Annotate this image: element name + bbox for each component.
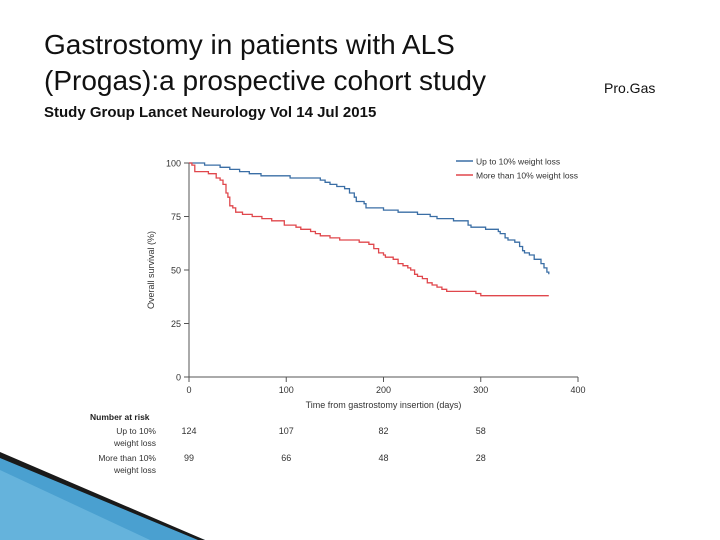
risk-table-header: Number at risk bbox=[90, 412, 150, 422]
risk-row-label-line1: More than 10% bbox=[98, 453, 156, 463]
risk-count: 58 bbox=[476, 426, 486, 436]
risk-count: 107 bbox=[279, 426, 294, 436]
risk-count: 99 bbox=[184, 453, 194, 463]
risk-count: 66 bbox=[281, 453, 291, 463]
y-tick-label: 50 bbox=[171, 266, 181, 276]
slide-subtitle: Study Group Lancet Neurology Vol 14 Jul … bbox=[44, 104, 377, 121]
y-tick-label: 0 bbox=[176, 373, 181, 383]
corner-light-wedge bbox=[0, 470, 150, 540]
legend-label-1: Up to 10% weight loss bbox=[476, 157, 560, 167]
x-tick-label: 300 bbox=[473, 385, 488, 395]
x-tick-label: 100 bbox=[279, 385, 294, 395]
risk-count: 124 bbox=[181, 426, 196, 436]
x-tick-label: 0 bbox=[186, 385, 191, 395]
x-tick-label: 400 bbox=[570, 385, 585, 395]
x-tick-label: 200 bbox=[376, 385, 391, 395]
series-line-1 bbox=[189, 162, 550, 275]
risk-count: 82 bbox=[378, 426, 388, 436]
risk-count: 48 bbox=[378, 453, 388, 463]
series-line-2 bbox=[189, 162, 549, 297]
y-tick-label: 25 bbox=[171, 319, 181, 329]
slide-title-line-1: Gastrostomy in patients with ALS bbox=[44, 29, 455, 60]
y-tick-label: 75 bbox=[171, 212, 181, 222]
plot-layer: 0 25 50 75 100 0 100 200 300 400 Time from gastros… bbox=[90, 157, 586, 476]
risk-count: 28 bbox=[476, 453, 486, 463]
risk-row-label-line1: Up to 10% bbox=[116, 426, 156, 436]
risk-row-label-line2: weight loss bbox=[113, 438, 156, 448]
slide-title-line-2: (Progas):a prospective cohort study bbox=[44, 65, 486, 96]
x-axis-label: Time from gastrostomy insertion (days) bbox=[306, 400, 462, 410]
y-tick-label: 100 bbox=[166, 159, 181, 169]
corner-dark-stroke bbox=[0, 452, 205, 540]
legend-label-2: More than 10% weight loss bbox=[476, 171, 578, 181]
risk-row-label-line2: weight loss bbox=[113, 465, 156, 475]
y-axis-label: Overall survival (%) bbox=[146, 231, 156, 309]
slide-title-side-label: Pro.Gas bbox=[604, 80, 656, 96]
